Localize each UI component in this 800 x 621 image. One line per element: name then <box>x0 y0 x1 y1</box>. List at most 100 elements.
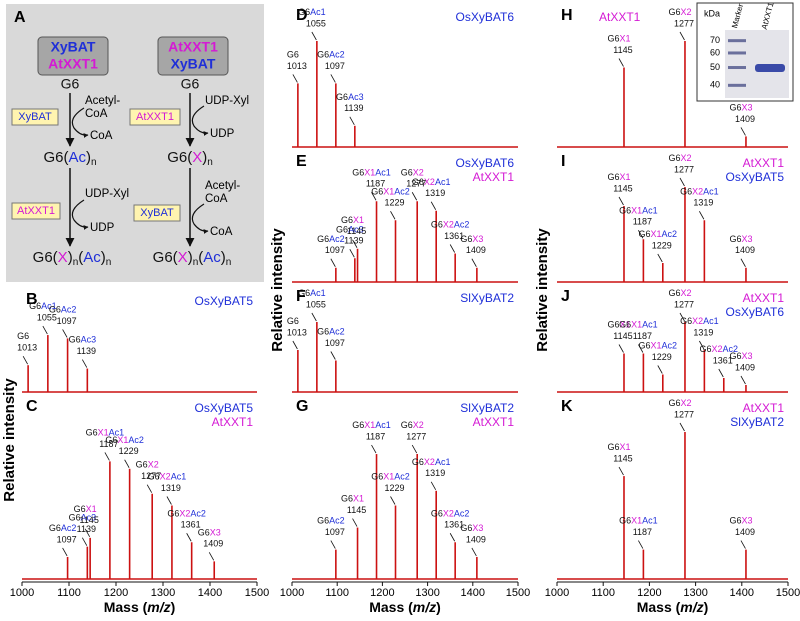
peak-mz: 1145 <box>347 505 366 515</box>
label-arrow <box>449 533 456 542</box>
label-arrow <box>371 192 377 201</box>
label-part: X2 <box>680 7 691 17</box>
peak-mz: 1277 <box>674 409 694 419</box>
x-tick-label: 1000 <box>545 587 569 599</box>
peak-label: G6Ac2 <box>317 516 345 526</box>
peak-mz: 1139 <box>344 236 363 246</box>
label-part: X2 <box>712 344 723 354</box>
sample-name: AtXXT1 <box>743 291 785 305</box>
peak-mz: 1409 <box>466 245 486 255</box>
label-part: Ac1 <box>435 457 451 467</box>
x-axis-title-part: Mass ( <box>637 599 681 615</box>
peak-mz: 1409 <box>735 362 755 372</box>
label-part: X2 <box>680 288 691 298</box>
label-part: X1 <box>619 320 630 330</box>
peak-label: G6X1 <box>341 215 364 225</box>
label-arrow <box>740 127 746 136</box>
cosubstrate-arrow <box>71 107 89 138</box>
label-part: G6 <box>680 316 692 326</box>
label-part: G6 <box>412 457 424 467</box>
sample-name: SlXyBAT2 <box>460 291 514 305</box>
sample-name: OsXyBAT6 <box>456 10 515 24</box>
label-part: G6 <box>401 168 413 178</box>
label-part: Ac1 <box>435 177 451 187</box>
label-part: X3 <box>210 528 221 538</box>
x-axis-title-part: m/z <box>680 599 703 615</box>
label-part: X1 <box>353 215 364 225</box>
peak-label: G6X1Ac2 <box>105 435 144 445</box>
peak-mz: 1097 <box>325 245 345 255</box>
substrate: G6 <box>181 76 200 92</box>
sample-name: AtXXT1 <box>473 170 515 184</box>
panel-letter: B <box>26 291 38 308</box>
panel-letter: G <box>296 398 308 415</box>
label-part: Ac2 <box>454 220 470 230</box>
label-arrow <box>311 31 317 41</box>
peak-label: G6X2Ac2 <box>167 509 206 519</box>
marker-band <box>728 51 746 55</box>
label-part: G6 <box>639 341 651 351</box>
x-tick-label: 1200 <box>637 587 661 599</box>
marker-size: 70 <box>710 35 720 45</box>
peak-label: G6X2 <box>668 7 691 17</box>
header-box <box>157 36 229 76</box>
peak-label: G6X1 <box>74 504 97 514</box>
sample-name: AtXXT1 <box>599 10 641 24</box>
label-part: G6 <box>148 472 160 482</box>
label-part: G6 <box>729 234 741 244</box>
x-tick-label: 1200 <box>370 587 394 599</box>
peak-mz: 1187 <box>633 217 652 227</box>
label-part: G6 <box>639 229 651 239</box>
x-axis-title-part: Mass ( <box>104 599 148 615</box>
enzyme-box <box>129 108 181 126</box>
peak-label: G6X3 <box>198 528 221 538</box>
enzyme-box <box>11 202 61 220</box>
label-part: G6 <box>86 428 98 438</box>
peak-label: G6X2Ac2 <box>431 220 470 230</box>
label-arrow <box>411 192 418 201</box>
peak-label: G6X2Ac2 <box>700 344 739 354</box>
peak-label: G6Ac2 <box>49 523 77 533</box>
label-part: Ac3 <box>348 225 364 235</box>
peak-mz: 1097 <box>325 527 345 537</box>
peak-mz: 1409 <box>735 245 755 255</box>
label-part: Ac1 <box>109 428 125 438</box>
label-arrow <box>330 351 336 360</box>
label-part: X3 <box>741 234 752 244</box>
peak-label: G6Ac1 <box>298 7 326 17</box>
peak-mz: 1139 <box>344 103 363 113</box>
label-arrow <box>618 58 624 67</box>
peak-mz: 1277 <box>674 164 694 174</box>
peak-label: G6Ac3 <box>69 335 97 345</box>
marker-size: 50 <box>710 62 720 72</box>
label-arrow <box>679 312 685 322</box>
label-part: X1 <box>117 435 128 445</box>
label-part: X1 <box>619 172 630 182</box>
label-part: Ac2 <box>329 50 345 60</box>
label-arrow <box>657 253 663 263</box>
peak-mz: 1145 <box>347 226 366 236</box>
label-part: X2 <box>692 316 703 326</box>
cosubstrate-arrow <box>191 203 209 234</box>
peak-label: G6X3 <box>460 523 483 533</box>
peak-label: G6X2Ac1 <box>148 472 187 482</box>
peak-mz: 1145 <box>613 331 632 341</box>
peak-mz: 1277 <box>406 431 426 441</box>
x-tick-label: 1400 <box>461 587 485 599</box>
label-part: X2 <box>424 457 435 467</box>
label-arrow <box>330 74 336 83</box>
peak-mz: 1319 <box>161 483 181 493</box>
peak-mz: 1361 <box>713 355 733 365</box>
substrate: G6 <box>61 76 80 92</box>
label-arrow <box>104 452 110 461</box>
x-tick-label: 1500 <box>776 587 800 599</box>
label-part: X3 <box>741 516 752 526</box>
label-part: Ac2 <box>329 234 345 244</box>
label-part: G6 <box>607 34 619 44</box>
byproduct: UDP <box>210 128 235 140</box>
label-part: G6 <box>729 351 741 361</box>
peak-label: G6X1Ac1 <box>619 516 658 526</box>
x-axis-title: Mass (m/z) <box>104 599 176 615</box>
sample-name: SlXyBAT2 <box>730 415 784 429</box>
label-part: G6 <box>317 234 329 244</box>
